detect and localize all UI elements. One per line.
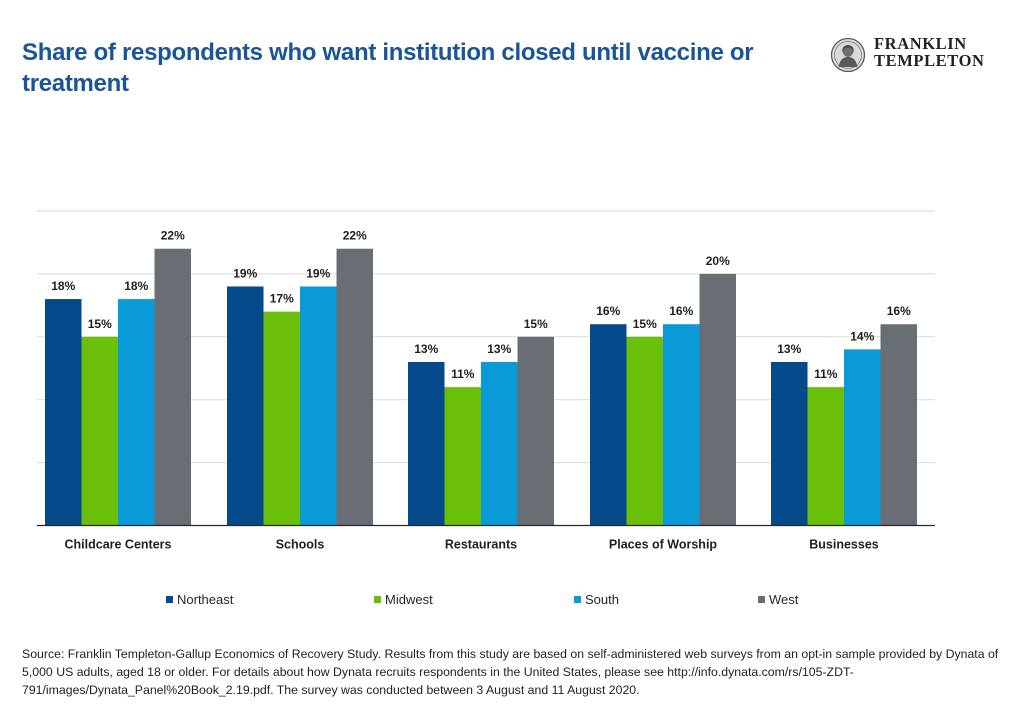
logo-line-franklin: FRANKLIN	[874, 34, 967, 53]
bar-northeast	[590, 324, 627, 526]
bar-northeast	[408, 361, 445, 526]
legend-swatch	[574, 595, 581, 603]
data-label: 22%	[161, 229, 185, 243]
bar-midwest	[444, 387, 481, 526]
bar-south	[844, 349, 881, 526]
legend-swatch	[374, 595, 381, 603]
bar-northeast	[771, 361, 808, 526]
legend-label: Northeast	[177, 591, 234, 607]
category-labels: Childcare Centers Schools Restaurants Place…	[65, 538, 879, 552]
category-label: Childcare Centers	[65, 538, 172, 552]
legend-item-south: South	[574, 591, 619, 607]
bar-west	[336, 248, 373, 526]
source-note: Source: Franklin Templeton-Gallup Econom…	[22, 647, 999, 697]
franklin-portrait-seal-icon	[830, 37, 866, 73]
data-label: 15%	[633, 317, 657, 331]
logo-line-templeton: TEMPLETON	[874, 51, 985, 70]
data-label: 13%	[414, 342, 438, 356]
data-label: 11%	[451, 367, 475, 381]
data-label: 16%	[887, 304, 911, 318]
data-labels: 18% 15% 18% 22% 19% 17% 19% 22% 13% 11% 13% 15% 16% 1…	[51, 229, 911, 381]
data-label: 22%	[343, 229, 367, 243]
data-label: 19%	[233, 266, 257, 280]
category-label: Places of Worship	[609, 538, 717, 552]
bar-south	[300, 286, 337, 526]
bar-west	[699, 273, 736, 526]
bar-northeast	[45, 299, 82, 526]
category-label: Schools	[276, 538, 325, 552]
legend-item-midwest: Midwest	[374, 591, 433, 607]
data-label: 20%	[706, 254, 730, 268]
chart-title: Share of respondents who want institutio…	[22, 39, 754, 97]
data-label: 18%	[51, 279, 75, 293]
bar-west	[880, 324, 917, 526]
data-label: 14%	[850, 329, 874, 343]
data-label: 15%	[88, 317, 112, 331]
bar-west	[517, 336, 554, 526]
legend-label: Midwest	[385, 591, 433, 607]
legend-label: South	[585, 591, 619, 607]
legend-swatch	[166, 595, 173, 603]
data-label: 16%	[596, 304, 620, 318]
bar-west	[154, 248, 191, 526]
data-label: 11%	[814, 367, 838, 381]
franklin-templeton-logo: FRANKLIN TEMPLETON	[830, 35, 1015, 75]
data-label: 13%	[487, 342, 511, 356]
bar-midwest	[807, 387, 844, 526]
bar-south	[481, 361, 518, 526]
data-label: 18%	[124, 279, 148, 293]
data-label: 16%	[669, 304, 693, 318]
legend-swatch	[758, 595, 765, 603]
data-label: 13%	[777, 342, 801, 356]
data-label: 19%	[306, 266, 330, 280]
legend-item-west: West	[758, 591, 798, 607]
bar-midwest	[81, 336, 118, 526]
bar-midwest	[626, 336, 663, 526]
bar-northeast	[227, 286, 264, 526]
category-label: Restaurants	[445, 538, 517, 552]
bar-south	[663, 324, 700, 526]
bars	[45, 248, 917, 526]
legend-label: West	[769, 591, 799, 607]
category-label: Businesses	[809, 538, 879, 552]
legend-item-northeast: Northeast	[166, 591, 233, 607]
bar-midwest	[263, 311, 300, 526]
bar-south	[118, 299, 155, 526]
data-label: 15%	[524, 317, 548, 331]
data-label: 17%	[270, 292, 294, 306]
